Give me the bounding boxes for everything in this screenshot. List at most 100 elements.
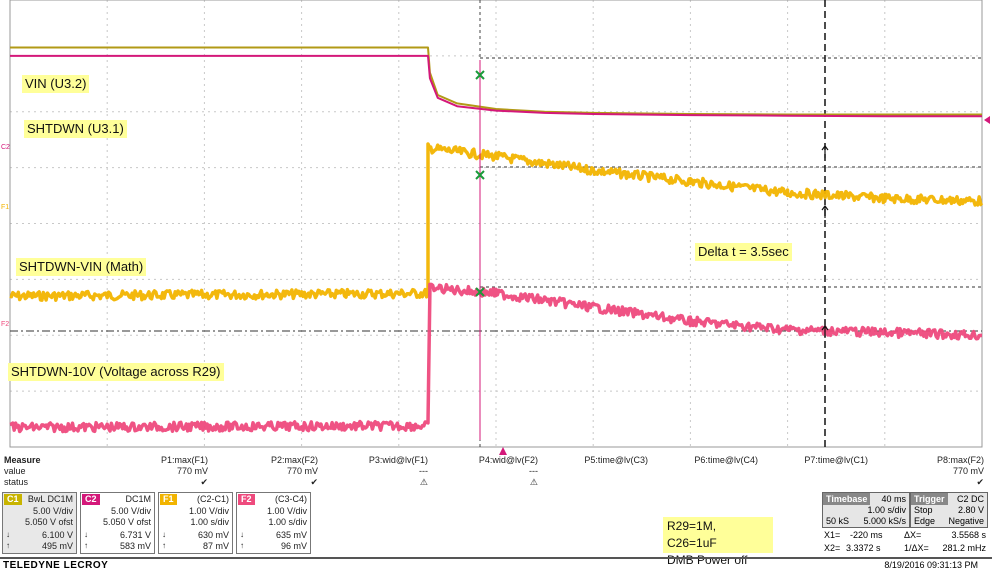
measure-param-name[interactable]: P4:wid@lv(F2) [478, 455, 538, 465]
channel-setting: 495 mV [41, 541, 73, 551]
channel-setting: 5.00 V/div [32, 506, 73, 516]
trace-label-shtdwn: SHTDWN (U3.1) [24, 120, 127, 138]
measure-param-value: 770 mV [952, 466, 984, 476]
channel-setting: 87 mV [202, 541, 229, 551]
measure-param-status: ⚠ [529, 477, 538, 487]
trigger-panel[interactable]: Trigger C2 DC Stop 2.80 V Edge Negative [910, 492, 988, 528]
cursor-x1-label: X1= [824, 530, 841, 540]
timestamp: 8/19/2016 09:31:13 PM [884, 560, 978, 570]
delta-t-annotation: Delta t = 3.5sec [695, 243, 792, 261]
cursor-readout: X1= -220 ms ΔX= 3.5568 s X2= 3.3372 s 1/… [822, 529, 988, 555]
trace-label-math: SHTDWN-VIN (Math) [16, 258, 147, 276]
trigger-source: C2 DC [956, 494, 984, 504]
timebase-panel[interactable]: Timebase 40 ms 1.00 s/div 50 kS 5.000 kS… [822, 492, 910, 528]
test-note: R29=1M, C26=1uF DMB Power off [663, 517, 773, 567]
channel-setting: 5.050 V ofst [24, 517, 73, 527]
trigger-title: Trigger [911, 493, 948, 505]
channel-setting: 1.00 V/div [266, 506, 307, 516]
measure-row-value: value [4, 466, 26, 476]
cursor-x1-value: -220 ms [850, 530, 883, 540]
note-line-2: DMB Power off [667, 553, 748, 567]
trigger-mode: Stop [914, 505, 933, 515]
trigger-level-icon [984, 116, 990, 124]
marker-cross-icon [475, 170, 485, 180]
measure-row-status: status [4, 477, 29, 487]
measure-header: Measure [4, 455, 41, 465]
channel-tag: F2 [238, 494, 255, 505]
down-arrow-icon: ↓ [162, 530, 166, 539]
measure-param-value: 770 mV [176, 466, 208, 476]
trace-2 [9, 142, 984, 302]
trace-3 [9, 282, 983, 434]
channel-setting: 96 mV [280, 541, 307, 551]
trigger-type: Edge [914, 516, 936, 526]
trace-label-r29: SHTDWN-10V (Voltage across R29) [8, 363, 224, 381]
measure-param-name[interactable]: P2:max(F2) [270, 455, 318, 465]
up-arrow-icon: ↑ [84, 541, 88, 550]
cursor-arrow-icon [821, 145, 829, 158]
measure-param-name[interactable]: P6:time@lv(C4) [694, 455, 758, 465]
channel-coupling: (C3-C4) [274, 494, 307, 504]
trigger-position-icon [499, 447, 507, 455]
waveform-grid: C2 F1 F2 [1, 0, 990, 455]
measure-param-status: ⚠ [419, 477, 428, 487]
channel-coupling: DC1M [125, 494, 151, 504]
measure-param-value: 770 mV [286, 466, 318, 476]
cursor-x2-value: 3.3372 s [846, 543, 881, 553]
measure-param-status: ✔ [200, 477, 208, 487]
measure-param-name[interactable]: P3:wid@lv(F1) [368, 455, 428, 465]
channel-box-f2[interactable]: F2 (C3-C4) 1.00 V/div 1.00 s/div 635 mV 96 mV… [236, 492, 311, 554]
timebase-delay: 40 ms [881, 494, 906, 504]
cursor-dx-label: ΔX= [904, 530, 922, 540]
measure-param-name[interactable]: P8:max(F2) [936, 455, 984, 465]
measure-param-name[interactable]: P7:time@lv(C1) [804, 455, 868, 465]
measure-param-status: ✔ [976, 477, 984, 487]
marker-cross-icon [475, 70, 485, 80]
channel-setting: 5.050 V ofst [102, 517, 151, 527]
up-arrow-icon: ↑ [240, 541, 244, 550]
cursor-arrow-icon [821, 205, 829, 218]
measure-param-name[interactable]: P1:max(F1) [160, 455, 208, 465]
measure-param-value: --- [529, 466, 538, 476]
up-arrow-icon: ↑ [162, 541, 166, 550]
channel-box-f1[interactable]: F1 (C2-C1) 1.00 V/div 1.00 s/div 630 mV 87 mV… [158, 492, 233, 554]
cursor-dx-value: 3.5568 s [951, 530, 986, 540]
grid-border [9, 0, 983, 448]
axis-marker-f2: F2 [1, 321, 9, 328]
trigger-level: 2.80 V [957, 505, 984, 515]
channel-tag: F1 [160, 494, 177, 505]
channel-setting: 5.00 V/div [110, 506, 151, 516]
axis-marker-c2: C2 [1, 144, 10, 151]
marker-cross-icon [475, 287, 485, 297]
channel-coupling: BwL DC1M [27, 494, 73, 504]
footer-bar: TELEDYNE LECROY 8/19/2016 09:31:13 PM [0, 557, 992, 571]
axis-marker-f1: F1 [1, 204, 9, 211]
channel-setting: 630 mV [197, 530, 229, 540]
down-arrow-icon: ↓ [240, 530, 244, 539]
channel-coupling: (C2-C1) [196, 494, 229, 504]
timebase-rate: 5.000 kS/s [863, 516, 906, 526]
channel-setting: 1.00 V/div [188, 506, 229, 516]
down-arrow-icon: ↓ [6, 530, 10, 539]
cursor-arrow-icon [821, 325, 829, 338]
measure-table: Measure value status P1:max(F1) 770 mV ✔ P2… [0, 455, 992, 491]
trace-label-vin: VIN (U3.2) [22, 75, 90, 93]
channel-setting: 1.00 s/div [190, 517, 229, 527]
channel-tag: C2 [82, 494, 100, 505]
timebase-title: Timebase [823, 493, 871, 505]
timebase-samples: 50 kS [826, 516, 850, 526]
trace-1 [10, 54, 982, 118]
measure-param-status: ✔ [310, 477, 318, 487]
channel-setting: 6.731 V [119, 530, 151, 540]
channel-tag: C1 [4, 494, 22, 505]
trigger-slope: Negative [948, 516, 984, 526]
channel-setting: 1.00 s/div [268, 517, 307, 527]
cursor-inv-value: 281.2 mHz [942, 543, 986, 553]
up-arrow-icon: ↑ [6, 541, 10, 550]
measure-param-name[interactable]: P5:time@lv(C3) [584, 455, 648, 465]
cursor-x2-label: X2= [824, 543, 841, 553]
channel-box-c2[interactable]: C2 DC1M 5.00 V/div 5.050 V ofst 6.731 V 583 m… [80, 492, 155, 554]
cursor-inv-label: 1/ΔX= [904, 543, 929, 553]
